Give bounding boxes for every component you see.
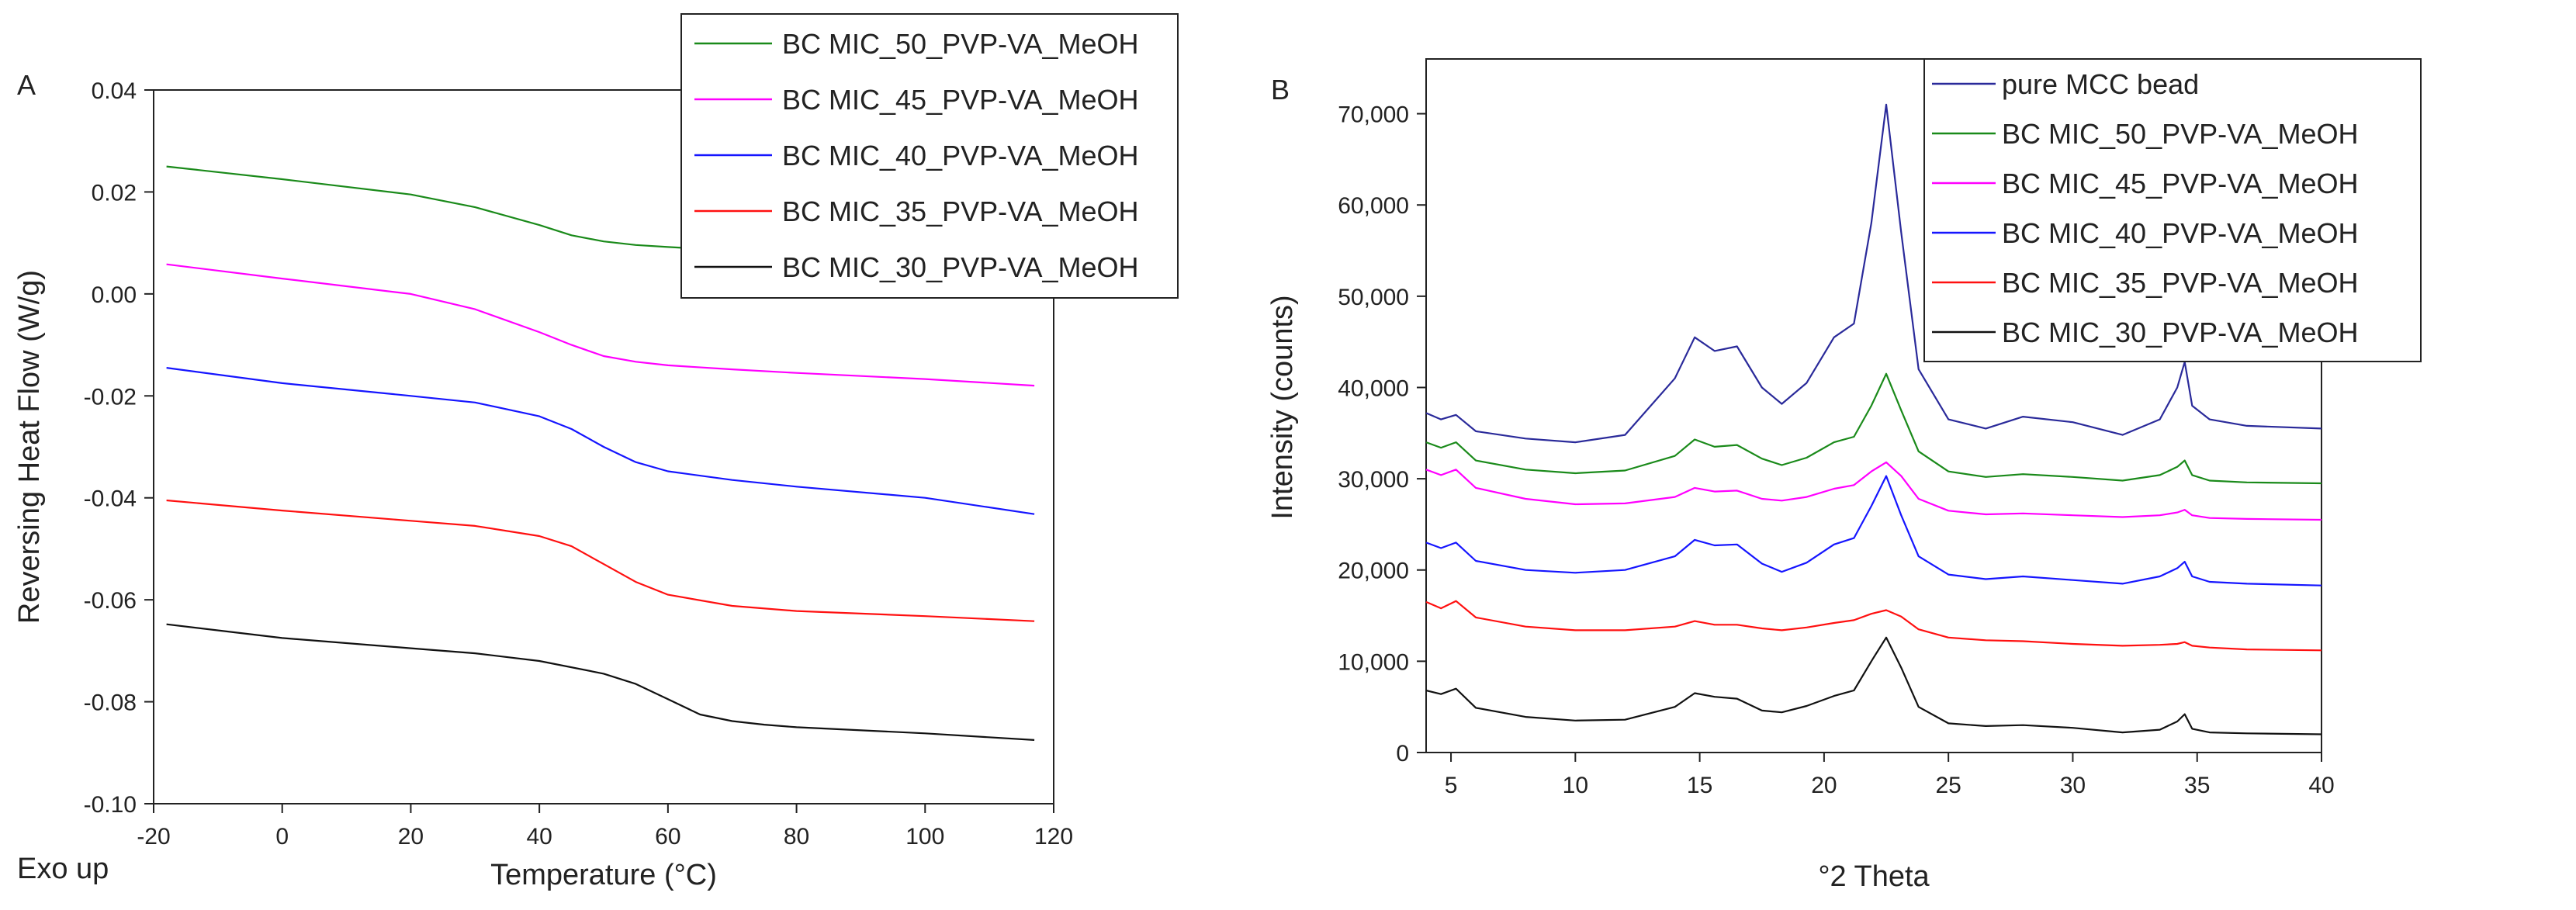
- legend-label: BC MIC_50_PVP-VA_MeOH: [2002, 118, 2359, 150]
- y-tick-label: 50,000: [1338, 285, 1409, 310]
- series-line-5: [1425, 600, 2322, 652]
- x-tick-label: 120: [1034, 824, 1073, 849]
- y-tick-label: -0.08: [84, 690, 137, 716]
- x-tick-label: 20: [398, 824, 424, 849]
- panel-b-letter: B: [1271, 74, 1290, 106]
- panel-b-series-lines: [1425, 103, 2322, 735]
- legend-label: BC MIC_35_PVP-VA_MeOH: [782, 195, 1139, 227]
- y-tick-label: -0.10: [84, 792, 137, 818]
- panel-a-legend: BC MIC_50_PVP-VA_MeOH BC MIC_45_PVP-VA_Me…: [680, 13, 1179, 299]
- panel-b-y-axis-title: Intensity (counts): [1266, 295, 1299, 519]
- x-tick-label: 5: [1445, 773, 1458, 798]
- series-line-2: [166, 263, 1035, 387]
- y-tick-label: 10,000: [1338, 649, 1409, 675]
- legend-label: BC MIC_40_PVP-VA_MeOH: [782, 140, 1139, 171]
- y-tick-label: -0.04: [84, 486, 137, 512]
- series-line-4: [1425, 475, 2322, 586]
- panel-b-plot-frame: [1425, 58, 2322, 753]
- legend-label: BC MIC_40_PVP-VA_MeOH: [2002, 217, 2359, 249]
- panel-b-legend: pure MCC bead BC MIC_50_PVP-VA_MeOH BC MIC…: [1923, 58, 2422, 362]
- x-tick-label: 0: [275, 824, 289, 849]
- y-tick-label: 30,000: [1338, 467, 1409, 493]
- panel-a-y-ticks: -0.10 -0.08 -0.06 -0.04 -0.02 0.00 0.02 0.04: [84, 78, 154, 818]
- x-tick-label: 80: [784, 824, 809, 849]
- series-line-5: [166, 623, 1035, 741]
- x-tick-label: 40: [526, 824, 552, 849]
- y-tick-label: -0.02: [84, 384, 137, 410]
- y-tick-label: 0.02: [92, 180, 137, 206]
- series-line-4: [166, 499, 1035, 622]
- panel-b-chart: B 5 10 15 20 25 30 35 40 0 10,000 20,000 30,000 40,…: [1266, 58, 2422, 893]
- series-line-1: [1425, 103, 2322, 444]
- panel-b-legend-box: [1923, 58, 2422, 362]
- series-line-3: [1425, 461, 2322, 521]
- panel-a-y-axis-title: Reversing Heat Flow (W/g): [13, 270, 46, 624]
- panel-b-y-ticks: 0 10,000 20,000 30,000 40,000 50,000 60,000 70,…: [1338, 102, 1426, 766]
- y-tick-label: 60,000: [1338, 193, 1409, 219]
- panel-a-x-ticks: -20 0 20 40 60 80 100 120: [137, 804, 1073, 849]
- panel-a-chart: A -20 0 20 40 60 80 100 120 -0.10 -0.08 -0.06 -0.0…: [13, 13, 1179, 891]
- series-line-6: [1425, 636, 2322, 735]
- x-tick-label: 35: [2184, 773, 2210, 798]
- x-tick-label: 10: [1563, 773, 1588, 798]
- y-tick-label: 70,000: [1338, 102, 1409, 128]
- x-tick-label: 20: [1811, 773, 1837, 798]
- x-tick-label: 100: [905, 824, 944, 849]
- series-line-2: [1425, 372, 2322, 485]
- legend-label: BC MIC_45_PVP-VA_MeOH: [2002, 168, 2359, 199]
- legend-label: BC MIC_50_PVP-VA_MeOH: [782, 28, 1139, 60]
- panel-a-x-axis-title: Temperature (°C): [490, 859, 717, 891]
- legend-label: BC MIC_35_PVP-VA_MeOH: [2002, 267, 2359, 299]
- x-tick-label: 30: [2060, 773, 2086, 798]
- x-tick-label: 60: [655, 824, 680, 849]
- panel-a-plot-frame: [153, 89, 1054, 804]
- y-tick-label: -0.06: [84, 588, 137, 614]
- legend-label: pure MCC bead: [2002, 68, 2199, 100]
- y-tick-label: 40,000: [1338, 375, 1409, 401]
- x-tick-label: 15: [1687, 773, 1712, 798]
- panel-b-x-ticks: 5 10 15 20 25 30 35 40: [1445, 753, 2335, 798]
- panel-b-x-axis-title: °2 Theta: [1818, 860, 1930, 893]
- y-tick-label: 0.04: [92, 78, 137, 104]
- x-tick-label: 40: [2308, 773, 2334, 798]
- y-tick-label: 0.00: [92, 282, 137, 308]
- panel-a-letter: A: [17, 69, 36, 101]
- y-tick-label: 20,000: [1338, 559, 1409, 584]
- legend-label: BC MIC_30_PVP-VA_MeOH: [2002, 317, 2359, 348]
- legend-label: BC MIC_45_PVP-VA_MeOH: [782, 84, 1139, 116]
- legend-label: BC MIC_30_PVP-VA_MeOH: [782, 251, 1139, 283]
- y-tick-label: 0: [1396, 741, 1409, 766]
- x-tick-label: 25: [1935, 773, 1961, 798]
- x-tick-label: -20: [137, 824, 170, 849]
- series-line-3: [166, 367, 1035, 515]
- panel-a-exo-up-note: Exo up: [17, 853, 109, 885]
